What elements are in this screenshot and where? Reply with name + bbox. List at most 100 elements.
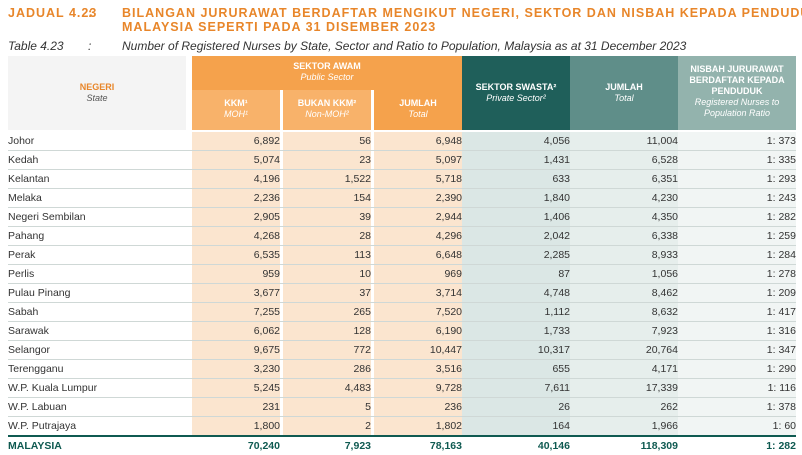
header-bukan-kkm: BUKAN KKM² Non-MOH² [283,90,371,130]
gap [371,264,374,284]
bukan-kkm-cell: 39 [283,207,371,227]
bukan-kkm-cell: 10 [283,264,371,284]
private-sector-cell: 164 [462,416,570,437]
total-cell: 6,528 [570,150,678,170]
gap [371,226,374,246]
bukan-kkm-cell: 1,522 [283,169,371,189]
table-row: Perlis 959 10 969 87 1,056 1: 278 [8,264,796,284]
private-sector-cell: 633 [462,169,570,189]
state-cell: W.P. Kuala Lumpur [8,378,192,398]
kkm-cell: 231 [192,397,280,417]
header-bukan-sub: Non-MOH² [305,109,349,119]
state-cell: W.P. Putrajaya [8,416,192,437]
total-cell: 1,966 [570,416,678,437]
ratio-cell: 1: 116 [678,378,796,398]
gap [280,397,283,417]
private-sector-cell: 1,431 [462,150,570,170]
bukan-kkm-cell: 5 [283,397,371,417]
header-kkm-sub: MOH¹ [224,109,248,119]
gap [280,359,283,379]
public-total-cell: 9,728 [374,378,462,398]
private-sector-cell: 4,748 [462,283,570,303]
gap [371,245,374,265]
gap [280,169,283,189]
header-private-sub: Private Sector² [486,93,546,103]
gap [280,340,283,360]
table-row: Kedah 5,074 23 5,097 1,431 6,528 1: 335 [8,150,796,170]
total-cell: 4,230 [570,188,678,208]
gap [371,302,374,322]
header-bukan-main: BUKAN KKM² [297,98,357,108]
header-jumlah-pub-sub: Total [408,109,428,119]
header-total-sub: Total [614,93,634,103]
header-ratio: NISBAH JURURAWAT BERDAFTAR KEPADA PENDUD… [678,56,796,130]
ratio-cell: 1: 373 [678,132,796,151]
total-cell: 4,171 [570,359,678,379]
ratio-cell: 1: 378 [678,397,796,417]
public-total-cell: 969 [374,264,462,284]
gap [280,435,283,455]
bukan-kkm-cell: 4,483 [283,378,371,398]
kkm-cell: 4,196 [192,169,280,189]
title-malay-line2: MALAYSIA SEPERTI PADA 31 DISEMBER 2023 [122,20,437,34]
gap [280,264,283,284]
table-body: Johor 6,892 56 6,948 4,056 11,004 1: 373 Kedah 5… [8,132,796,455]
kkm-cell: 3,677 [192,283,280,303]
ratio-cell: 1: 347 [678,340,796,360]
total-cell: 6,338 [570,226,678,246]
public-total-cell: 6,948 [374,132,462,151]
kkm-cell: 6,062 [192,321,280,341]
kkm-cell: 7,255 [192,302,280,322]
total-cell: 8,933 [570,245,678,265]
public-total-cell: 5,097 [374,150,462,170]
ratio-cell: 1: 316 [678,321,796,341]
header-state-main: NEGERI [79,82,115,92]
bukan-kkm-cell: 772 [283,340,371,360]
header-total-main: JUMLAH [605,82,643,92]
state-cell: Johor [8,132,192,151]
total-cell: 262 [570,397,678,417]
state-cell: Melaka [8,188,192,208]
bukan-kkm-cell: 154 [283,188,371,208]
table-number-malay: JADUAL 4.23 [8,6,98,20]
total-cell: 20,764 [570,340,678,360]
gap [371,435,374,455]
ratio-cell: 1: 293 [678,169,796,189]
title-colon-english: : [88,39,92,53]
state-cell: W.P. Labuan [8,397,192,417]
total-cell: 8,462 [570,283,678,303]
table-row: Perak 6,535 113 6,648 2,285 8,933 1: 284 [8,245,796,265]
table-row: Pulau Pinang 3,677 37 3,714 4,748 8,462 1: 209 [8,283,796,303]
private-sector-cell: 2,042 [462,226,570,246]
total-cell: 4,350 [570,207,678,227]
private-sector-cell: 1,406 [462,207,570,227]
private-sector-cell: 4,056 [462,132,570,151]
header-public-sector: SEKTOR AWAM Public Sector [192,56,462,90]
public-total-cell: 5,718 [374,169,462,189]
private-sector-cell: 1,733 [462,321,570,341]
private-sector-cell: 2,285 [462,245,570,265]
bukan-kkm-cell: 28 [283,226,371,246]
state-cell: Kedah [8,150,192,170]
ratio-cell: 1: 278 [678,264,796,284]
table-row: Negeri Sembilan 2,905 39 2,944 1,406 4,350 1: … [8,207,796,227]
gap [371,169,374,189]
public-total-cell: 3,714 [374,283,462,303]
kkm-cell: 6,535 [192,245,280,265]
ratio-cell: 1: 209 [678,283,796,303]
gap [280,378,283,398]
kkm-cell: 1,800 [192,416,280,437]
table-row: Kelantan 4,196 1,522 5,718 633 6,351 1: 293 [8,169,796,189]
ratio-cell: 1: 282 [678,207,796,227]
state-cell: Pahang [8,226,192,246]
header-public-main: SEKTOR AWAM [293,61,361,71]
ratio-cell: 1: 290 [678,359,796,379]
ratio-cell: 1: 335 [678,150,796,170]
public-total-cell: 3,516 [374,359,462,379]
bukan-kkm-cell: 286 [283,359,371,379]
header-ratio-main: NISBAH JURURAWAT BERDAFTAR KEPADA PENDUD… [689,64,785,96]
kkm-cell: 9,675 [192,340,280,360]
total-cell: 6,351 [570,169,678,189]
total-cell: 7,923 [570,321,678,341]
table-row: Terengganu 3,230 286 3,516 655 4,171 1: 290 [8,359,796,379]
